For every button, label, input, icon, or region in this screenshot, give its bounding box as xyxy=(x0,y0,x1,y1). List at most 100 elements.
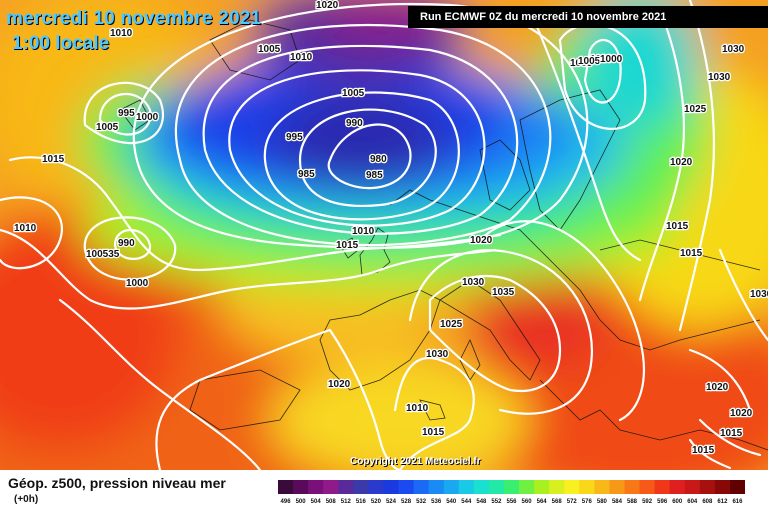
isobar-label: 1025 xyxy=(684,104,707,115)
legend-value: 592 xyxy=(642,499,653,505)
legend-value: 528 xyxy=(401,499,412,505)
legend-value: 532 xyxy=(416,499,427,505)
legend-swatch xyxy=(564,480,580,494)
legend-swatch xyxy=(428,480,445,494)
legend-value: 500 xyxy=(296,499,307,505)
legend-value: 588 xyxy=(627,499,638,505)
color-legend: 496 500 504 508 512 516 520 524 528 532 536 540 544 5… xyxy=(278,480,745,505)
isobar-label: 985 xyxy=(366,170,383,181)
map-canvas: 1020 1010 1005 1010 1005 1000 1005 990 9… xyxy=(0,0,768,470)
legend-swatch xyxy=(549,480,565,494)
legend-swatch xyxy=(488,480,505,494)
isobar-label: 1010 xyxy=(110,28,133,39)
isobar-label: 1000 xyxy=(590,54,613,65)
legend-value: 564 xyxy=(537,499,548,505)
legend-swatch xyxy=(323,480,339,494)
isobar-label: 1015 xyxy=(666,221,689,232)
isobar-label: 1030 xyxy=(750,289,768,300)
isobar-label: 1000 xyxy=(126,278,149,289)
isobar-label: 1015 xyxy=(680,248,703,259)
legend-swatch xyxy=(654,480,671,494)
isobar-label: 1005 xyxy=(96,122,119,133)
isobar-label: 1020 xyxy=(706,382,729,393)
legend-value: 608 xyxy=(702,499,713,505)
legend-swatch xyxy=(729,480,745,494)
parameter-title: Géop. z500, pression niveau mer xyxy=(8,475,226,491)
legend-value: 600 xyxy=(672,499,683,505)
isobar-label: 1020 xyxy=(316,0,339,11)
legend-value: 584 xyxy=(612,499,623,505)
legend-value: 520 xyxy=(371,499,382,505)
isobar-label: 1030 xyxy=(462,277,485,288)
isobar-label: 1010 xyxy=(290,52,313,63)
isobars xyxy=(0,0,768,470)
legend-swatch xyxy=(413,480,430,494)
legend-value: 576 xyxy=(582,499,593,505)
legend-value: 540 xyxy=(446,499,457,505)
legend-swatch xyxy=(684,480,701,494)
isobar-label: 995 xyxy=(118,108,135,119)
isobar-label: 995 xyxy=(286,132,303,143)
isobar-label: 1030 xyxy=(708,72,731,83)
weather-map: 1020 1010 1005 1010 1005 1000 1005 990 9… xyxy=(0,0,768,470)
isobar-label: 1020 xyxy=(328,379,351,390)
legend-value: 616 xyxy=(732,499,743,505)
isobar-label: 1015 xyxy=(422,427,445,438)
legend-swatch xyxy=(458,480,475,494)
legend-swatch xyxy=(534,480,550,494)
isobar-label: 1005 xyxy=(570,58,593,69)
legend-value: 604 xyxy=(687,499,698,505)
legend-swatch xyxy=(503,480,520,494)
isobar-label: 1020 xyxy=(730,408,753,419)
legend-swatch xyxy=(594,480,610,494)
legend-swatch xyxy=(579,480,595,494)
legend-swatch xyxy=(624,480,641,494)
forecast-step: (+0h) xyxy=(14,494,39,505)
isobar-label: 1025 xyxy=(440,319,463,330)
legend-swatch xyxy=(609,480,625,494)
isobar-label: 1000 xyxy=(600,54,623,65)
isobar-label: 1010 xyxy=(406,403,429,414)
isobar-label: 100535 xyxy=(86,249,120,260)
isobar-label: 980 xyxy=(370,154,387,165)
legend-value: 548 xyxy=(476,499,487,505)
isobar-label: 990 xyxy=(346,118,363,129)
legend-value: 612 xyxy=(717,499,728,505)
isobar-label-group: 1020 1010 1005 1010 1005 1000 1005 990 9… xyxy=(13,0,768,457)
isobar-label: 1005 xyxy=(258,44,281,55)
isobar-label: 985 xyxy=(298,169,315,180)
legend-swatch xyxy=(293,480,309,494)
isobar-label: 1015 xyxy=(720,428,743,439)
isobar-label: 1005 xyxy=(342,88,365,99)
legend-swatch xyxy=(519,480,535,494)
legend-swatch xyxy=(338,480,354,494)
legend-swatch xyxy=(473,480,490,494)
legend-value: 556 xyxy=(506,499,517,505)
land-outlines xyxy=(119,19,768,451)
legend-value: 524 xyxy=(386,499,397,505)
forecast-date: mercredi 10 novembre 2021 xyxy=(6,8,262,29)
legend-value: 572 xyxy=(567,499,578,505)
legend-value: 508 xyxy=(326,499,337,505)
isobar-label: 1005 xyxy=(578,56,601,67)
legend-value: 568 xyxy=(552,499,563,505)
legend-swatch xyxy=(699,480,716,494)
isobar-label: 1030 xyxy=(722,44,745,55)
copyright-notice: Copyright 2021 Meteociel.fr xyxy=(350,456,481,467)
isobar-label: 1010 xyxy=(352,226,375,237)
legend-value: 516 xyxy=(356,499,367,505)
legend-swatch xyxy=(353,480,369,494)
legend-swatch xyxy=(398,480,415,494)
legend-value: 596 xyxy=(657,499,668,505)
isobar-label: 1015 xyxy=(42,154,65,165)
legend-value: 544 xyxy=(461,499,472,505)
isobar-label: 1015 xyxy=(336,240,359,251)
isobar-label: 1030 xyxy=(426,349,449,360)
isobar-label: 1035 xyxy=(492,287,515,298)
legend-swatch xyxy=(669,480,686,494)
isobar-label: 1015 xyxy=(692,445,715,456)
isobar-label: 1010 xyxy=(14,223,37,234)
legend-swatch xyxy=(368,480,384,494)
forecast-time: 1:00 locale xyxy=(12,33,110,54)
isobar-label: 1000 xyxy=(136,112,159,123)
